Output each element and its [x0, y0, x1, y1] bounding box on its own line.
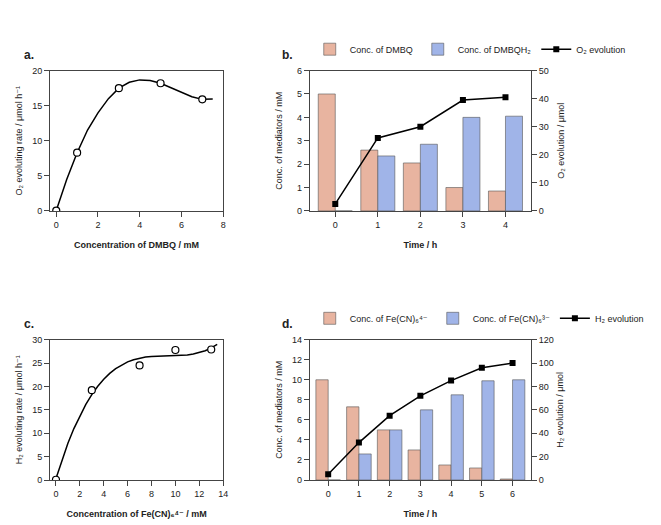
svg-text:Concentration of DMBQ / mM: Concentration of DMBQ / mM [74, 240, 199, 250]
svg-text:4: 4 [503, 220, 508, 230]
svg-text:30: 30 [32, 335, 42, 345]
svg-text:25: 25 [32, 358, 42, 368]
svg-text:d.: d. [282, 317, 293, 331]
svg-text:10: 10 [292, 375, 302, 385]
svg-text:0: 0 [333, 220, 338, 230]
svg-text:4: 4 [297, 113, 302, 123]
svg-text:0: 0 [539, 206, 544, 216]
svg-text:0: 0 [53, 489, 58, 499]
svg-text:Conc. of DMBQH₂: Conc. of DMBQH₂ [458, 45, 532, 55]
svg-text:2: 2 [387, 489, 392, 499]
svg-text:14: 14 [218, 489, 228, 499]
svg-text:12: 12 [292, 355, 302, 365]
svg-text:0: 0 [539, 475, 544, 485]
svg-text:30: 30 [539, 122, 549, 132]
svg-text:1: 1 [356, 489, 361, 499]
svg-text:O₂ evolution: O₂ evolution [576, 45, 625, 55]
svg-text:40: 40 [539, 428, 549, 438]
svg-text:4: 4 [101, 489, 106, 499]
svg-text:b.: b. [282, 48, 293, 62]
svg-text:a.: a. [24, 48, 34, 62]
svg-text:20: 20 [539, 452, 549, 462]
svg-text:100: 100 [539, 358, 554, 368]
svg-text:5: 5 [479, 489, 484, 499]
svg-text:O₂ evolution / μmol: O₂ evolution / μmol [556, 103, 566, 179]
svg-text:6: 6 [179, 220, 184, 230]
svg-text:10: 10 [170, 489, 180, 499]
svg-text:6: 6 [510, 489, 515, 499]
svg-text:0: 0 [297, 475, 302, 485]
svg-text:2: 2 [418, 220, 423, 230]
svg-text:10: 10 [539, 178, 549, 188]
svg-text:Conc. of mediators / mM: Conc. of mediators / mM [274, 92, 284, 190]
svg-text:Conc. of mediators / mM: Conc. of mediators / mM [274, 361, 284, 459]
svg-text:8: 8 [297, 395, 302, 405]
svg-text:20: 20 [32, 382, 42, 392]
svg-text:2: 2 [297, 455, 302, 465]
svg-text:Conc. of Fe(CN)₆⁴⁻: Conc. of Fe(CN)₆⁴⁻ [350, 314, 428, 324]
svg-text:60: 60 [539, 405, 549, 415]
svg-text:0: 0 [54, 220, 59, 230]
svg-text:6: 6 [297, 66, 302, 76]
svg-text:10: 10 [32, 136, 42, 146]
svg-text:6: 6 [125, 489, 130, 499]
svg-text:1: 1 [375, 220, 380, 230]
svg-text:Time / h: Time / h [403, 509, 437, 519]
svg-text:4: 4 [297, 435, 302, 445]
svg-text:Concentration of Fe(CN)₆⁴⁻ / m: Concentration of Fe(CN)₆⁴⁻ / mM [66, 509, 206, 519]
svg-text:H₂ evoluting rate / μmol h⁻¹: H₂ evoluting rate / μmol h⁻¹ [14, 355, 24, 464]
svg-text:5: 5 [297, 89, 302, 99]
svg-text:12: 12 [194, 489, 204, 499]
svg-text:0: 0 [326, 489, 331, 499]
svg-text:1: 1 [297, 183, 302, 193]
svg-text:Conc. of Fe(CN)₆³⁻: Conc. of Fe(CN)₆³⁻ [473, 314, 550, 324]
svg-text:14: 14 [292, 335, 302, 345]
svg-text:4: 4 [449, 489, 454, 499]
svg-text:H₂ evolution: H₂ evolution [595, 314, 644, 324]
svg-text:8: 8 [221, 220, 226, 230]
svg-text:Time / h: Time / h [403, 240, 437, 250]
svg-text:0: 0 [37, 475, 42, 485]
svg-text:3: 3 [460, 220, 465, 230]
svg-text:15: 15 [32, 101, 42, 111]
svg-text:8: 8 [149, 489, 154, 499]
svg-text:H₂ evolution / μmol: H₂ evolution / μmol [556, 372, 566, 448]
svg-text:3: 3 [297, 136, 302, 146]
svg-text:0: 0 [37, 206, 42, 216]
svg-text:50: 50 [539, 66, 549, 76]
svg-text:80: 80 [539, 382, 549, 392]
svg-text:120: 120 [539, 335, 554, 345]
svg-text:c.: c. [24, 317, 34, 331]
svg-text:20: 20 [32, 66, 42, 76]
svg-text:Conc. of DMBQ: Conc. of DMBQ [350, 45, 413, 55]
svg-text:0: 0 [297, 206, 302, 216]
svg-text:5: 5 [37, 171, 42, 181]
svg-text:4: 4 [137, 220, 142, 230]
svg-text:2: 2 [297, 159, 302, 169]
svg-text:15: 15 [32, 405, 42, 415]
svg-text:2: 2 [95, 220, 100, 230]
svg-text:40: 40 [539, 94, 549, 104]
svg-text:10: 10 [32, 428, 42, 438]
svg-text:6: 6 [297, 415, 302, 425]
svg-text:O₂ evoluting rate / μmol h⁻¹: O₂ evoluting rate / μmol h⁻¹ [14, 86, 24, 195]
svg-text:3: 3 [418, 489, 423, 499]
svg-text:5: 5 [37, 452, 42, 462]
svg-text:20: 20 [539, 150, 549, 160]
svg-text:2: 2 [77, 489, 82, 499]
